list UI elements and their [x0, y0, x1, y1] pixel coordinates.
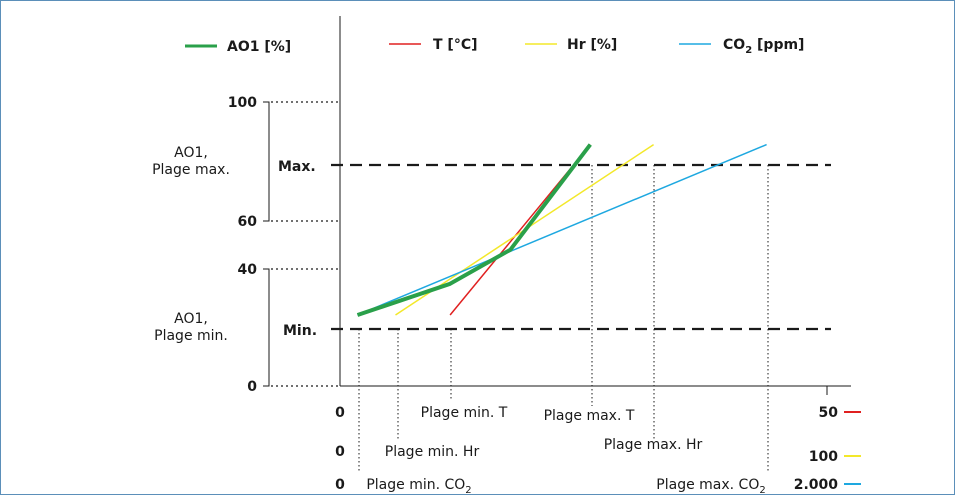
- x-label-max-co2: Plage max. CO2: [656, 477, 765, 496]
- max-level-label: Max.: [278, 159, 316, 175]
- legend-co2-label: CO2 [ppm]: [723, 37, 804, 56]
- legend: AO1 [%] T [°C] Hr [%] CO2 [ppm]: [185, 37, 804, 56]
- x-start-t: 0: [335, 405, 345, 421]
- x-label-min-co2: Plage min. CO2: [366, 477, 471, 496]
- x-label-max-hr: Plage max. Hr: [604, 437, 703, 453]
- y-tick-60: 60: [238, 214, 258, 230]
- series-line-2: [357, 143, 767, 316]
- min-range-label-2: Plage min.: [154, 328, 228, 344]
- max-range-bracket: [263, 101, 270, 222]
- series-layer: [356, 143, 767, 317]
- max-range-label-1: AO1,: [174, 145, 208, 161]
- y-tick-40: 40: [238, 262, 258, 278]
- x-end-t: 50: [819, 405, 839, 421]
- min-range-label-1: AO1,: [174, 311, 208, 327]
- series-line-3: [356, 143, 592, 317]
- x-end-co2: 2.000: [794, 477, 839, 493]
- y-tick-100: 100: [228, 95, 257, 111]
- x-label-max-t: Plage max. T: [544, 408, 635, 424]
- x-label-min-t: Plage min. T: [421, 405, 508, 421]
- max-range-label-2: Plage max.: [152, 162, 230, 178]
- x-end-hr: 100: [809, 449, 838, 465]
- legend-t-label: T [°C]: [433, 37, 478, 53]
- x-start-co2: 0: [335, 477, 345, 493]
- x-start-hr: 0: [335, 444, 345, 460]
- legend-ao1-label: AO1 [%]: [227, 39, 291, 55]
- y-tick-0: 0: [247, 379, 257, 395]
- x-label-min-hr: Plage min. Hr: [385, 444, 480, 460]
- legend-hr-label: Hr [%]: [567, 37, 617, 53]
- min-level-label: Min.: [283, 323, 317, 339]
- min-range-bracket: [263, 268, 270, 387]
